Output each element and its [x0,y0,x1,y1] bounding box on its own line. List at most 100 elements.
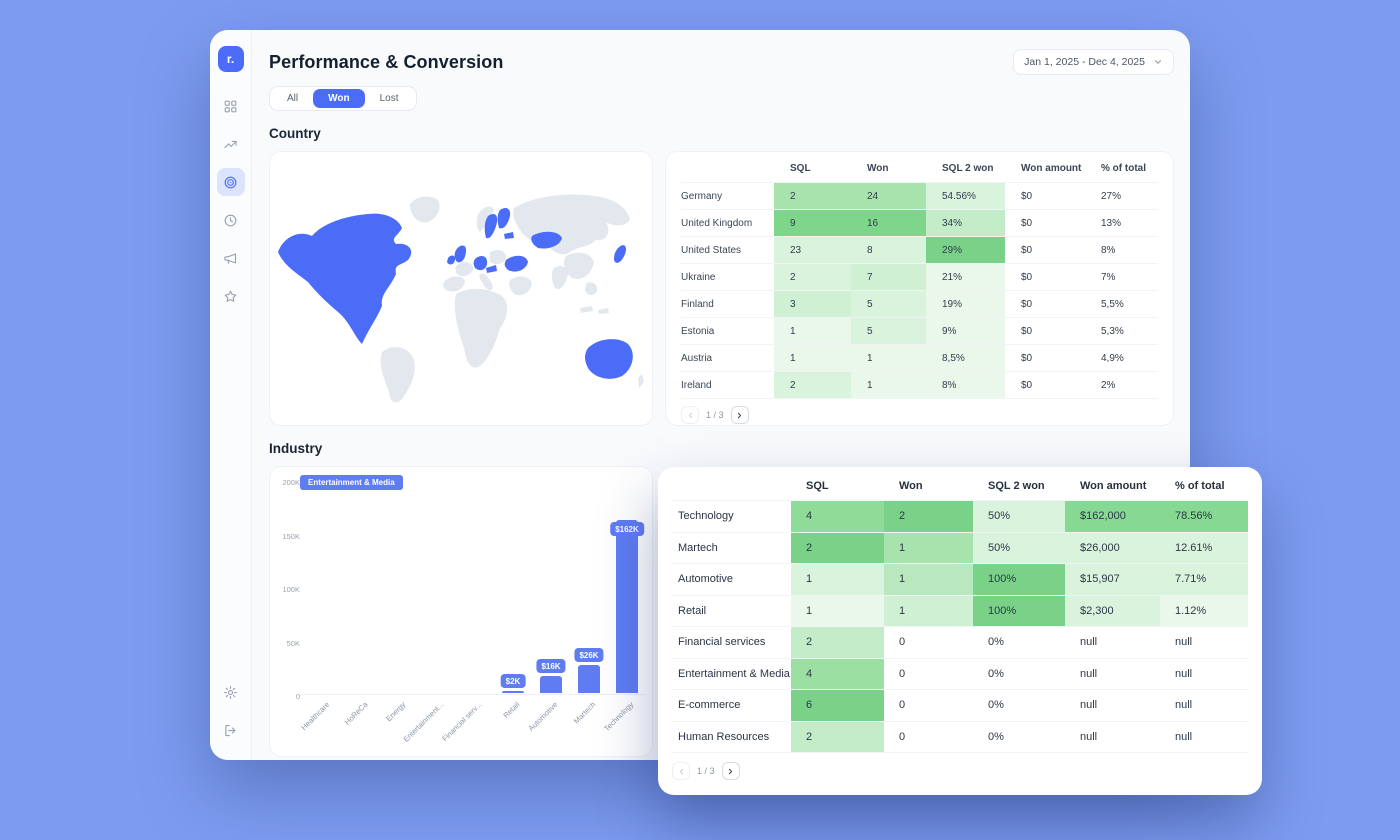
sidebar-item-dashboard[interactable] [217,92,245,120]
cell-value: 12.61% [1160,532,1248,563]
map-ukraine [504,255,528,272]
pagination-prev-button[interactable] [672,762,690,780]
y-axis-tick: 50K [286,638,300,648]
map-norway [476,206,494,232]
cell-value: 1 [774,345,851,371]
bar-value-label: $2K [500,674,526,688]
y-axis-tick: 100K [282,585,300,594]
cell-value: 2 [791,721,884,752]
industry-heading: Industry [269,441,323,456]
bar-automotive[interactable] [540,676,562,693]
column-header: Won [899,479,923,492]
pagination-prev-button[interactable] [681,406,699,424]
cell-value: 8% [1101,244,1116,256]
cell-value: null [1080,636,1098,649]
map-indonesia-2 [598,308,609,314]
pagination-next-button[interactable] [721,762,740,780]
row-label: Martech [678,541,718,554]
cell-value: null [1175,636,1193,649]
row-label: Technology [678,510,734,523]
cell-value: $0 [1021,325,1033,337]
date-range-label: Jan 1, 2025 - Dec 4, 2025 [1024,56,1145,68]
sidebar-item-analytics[interactable] [217,130,245,158]
app-logo-text: r. [226,52,235,66]
map-indonesia [580,306,593,313]
cell-value: $0 [1021,352,1033,364]
cell-value: 8 [851,237,926,263]
map-japan [614,245,627,263]
bar-technology[interactable] [616,520,638,693]
cell-value: 27% [1101,190,1122,202]
table-row: Estonia 1 5 9% $0 5,3% [681,318,1158,345]
trending-up-icon [223,137,238,152]
table-row: United Kingdom 9 16 34% $0 13% [681,210,1158,237]
filter-tab-all[interactable]: All [272,89,313,108]
map-middle-east [509,276,532,296]
cell-value: null [1080,667,1098,680]
row-label: Germany [681,190,723,202]
cell-value: $0 [1021,217,1033,229]
cell-value: 9 [774,210,851,236]
table-row: Austria 1 1 8,5% $0 4,9% [681,345,1158,372]
cell-value: 2 [791,532,884,563]
sidebar-item-settings[interactable] [217,678,245,706]
app-logo[interactable]: r. [217,46,244,72]
column-header: SQL [806,479,829,492]
cell-value: 1 [791,595,884,626]
chevron-left-icon [677,767,686,776]
chart-plot-area [304,481,646,695]
bar-martech[interactable] [578,665,600,693]
cell-value: $162,000 [1065,501,1160,532]
topbar: Performance & Conversion Jan 1, 2025 - D… [269,49,1174,75]
cell-value: 2 [791,627,884,658]
cell-value: 4 [791,501,884,532]
sidebar-item-announcements[interactable] [217,244,245,272]
column-header: SQL 2 won [942,162,994,174]
row-label: United States [681,244,742,256]
map-germany [473,256,488,271]
cell-value: 1 [851,345,926,371]
column-header: Won amount [1080,479,1147,492]
app-window: r. Performance & Conversion Jan 1, 2025 … [210,30,1190,760]
world-map[interactable] [270,152,653,426]
cell-value: $0 [1021,298,1033,310]
cell-value: 78.56% [1160,501,1248,532]
column-header: Won amount [1021,162,1082,174]
date-range-selector[interactable]: Jan 1, 2025 - Dec 4, 2025 [1013,49,1174,75]
table-row: Automotive 1 1 100% $15,907 7.71% [672,564,1248,596]
cell-value: $0 [1021,190,1033,202]
industry-chart-card: Entertainment & Media 200K 150K 100K 50K 0 He… [269,466,653,757]
map-iberia [443,276,465,292]
cell-value: 1 [774,318,851,344]
map-asia [513,194,630,255]
filter-tab-won[interactable]: Won [313,89,365,108]
cell-value: 50% [973,501,1065,532]
sidebar-item-logout[interactable] [217,716,245,744]
table-row: Finland 3 5 19% $0 5,5% [681,291,1158,318]
cell-value: 16 [851,210,926,236]
row-label: E-commerce [678,699,741,712]
cell-value: 4 [791,658,884,689]
cell-value: 21% [926,264,1005,290]
cell-value: 7 [851,264,926,290]
sidebar-item-favorites[interactable] [217,282,245,310]
cell-value: 0 [899,667,906,680]
cell-value: 0 [899,636,906,649]
sidebar-item-history[interactable] [217,206,245,234]
row-label: Entertainment & Media [678,667,790,680]
map-africa [454,288,508,368]
table-row: Martech 2 1 50% $26,000 12.61% [672,532,1248,564]
clock-icon [223,213,238,228]
bar-retail[interactable] [502,691,524,693]
sidebar-item-performance[interactable] [216,168,245,196]
chevron-right-icon [726,767,735,776]
chevron-right-icon [735,411,744,420]
cell-value: 0 [899,730,906,743]
pagination-next-button[interactable] [730,406,749,424]
cell-value: 2 [774,264,851,290]
map-kazakhstan [531,231,562,249]
column-header: Won [867,162,889,174]
filter-tab-lost[interactable]: Lost [365,89,414,108]
industry-table-card: SQL Won SQL 2 won Won amount % of total Techn… [658,467,1262,795]
